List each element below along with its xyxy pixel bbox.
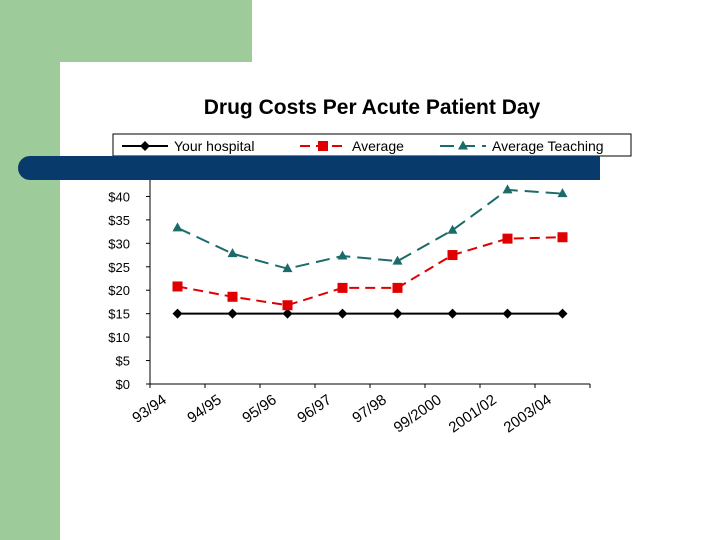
legend-label: Your hospital <box>174 138 254 154</box>
y-tick-label: $30 <box>108 236 130 251</box>
x-tick-label: 99/2000 <box>391 391 445 436</box>
x-tick-label: 97/98 <box>349 391 390 426</box>
data-point <box>447 250 458 261</box>
legend-marker <box>318 141 328 151</box>
x-tick-label: 95/96 <box>239 391 280 426</box>
legend-marker <box>140 141 150 151</box>
legend: Your hospital Average Average Teaching <box>112 133 632 157</box>
data-point <box>447 224 458 234</box>
data-point <box>392 255 403 265</box>
decor-blue-bar <box>18 156 600 180</box>
data-point <box>337 308 348 319</box>
y-tick-label: $10 <box>108 330 130 345</box>
series-average <box>172 232 568 311</box>
y-tick-label: $40 <box>108 189 130 204</box>
data-point <box>447 308 458 319</box>
plot-area: $0 $5 $10 $15 $20 $25 $30 $35 $40 93/94 94/95 95/96… <box>108 173 591 436</box>
y-tick-label: $35 <box>108 213 130 228</box>
y-tick-label: $0 <box>116 377 130 392</box>
y-tick-label: $5 <box>116 354 130 369</box>
data-point <box>557 188 568 198</box>
x-tick-label: 93/94 <box>129 391 170 426</box>
data-point <box>557 232 568 243</box>
legend-items: Your hospital Average Average Teaching <box>122 138 604 154</box>
data-point <box>227 308 238 319</box>
data-point <box>337 250 348 260</box>
y-tick-label: $20 <box>108 283 130 298</box>
data-point <box>392 308 403 319</box>
data-point <box>282 263 293 273</box>
x-tick-label: 96/97 <box>294 391 335 426</box>
x-tick-label: 94/95 <box>184 391 225 426</box>
data-point <box>557 308 568 319</box>
series-your-hospital <box>172 308 568 319</box>
y-tick-label: $25 <box>108 260 130 275</box>
decor-green-left <box>0 0 60 540</box>
x-tick-label: 2001/02 <box>446 391 500 436</box>
series-line <box>177 188 563 270</box>
data-point <box>392 282 403 293</box>
data-point <box>502 184 513 194</box>
legend-marker <box>458 140 468 150</box>
data-point <box>282 300 293 311</box>
data-point <box>227 291 238 302</box>
data-point <box>337 282 348 293</box>
y-tick-label: $15 <box>108 307 130 322</box>
series-line <box>177 236 563 307</box>
data-point <box>502 233 513 244</box>
series-average-teaching <box>172 184 568 273</box>
data-point <box>172 222 183 232</box>
data-point <box>502 308 513 319</box>
legend-label: Average Teaching <box>492 138 604 154</box>
data-point <box>172 308 183 319</box>
x-tick-label: 2003/04 <box>501 391 555 436</box>
chart-title: Drug Costs Per Acute Patient Day <box>204 96 541 119</box>
data-point <box>282 308 293 319</box>
legend-label: Average <box>352 138 404 154</box>
data-point <box>227 248 238 258</box>
data-point <box>172 281 183 292</box>
